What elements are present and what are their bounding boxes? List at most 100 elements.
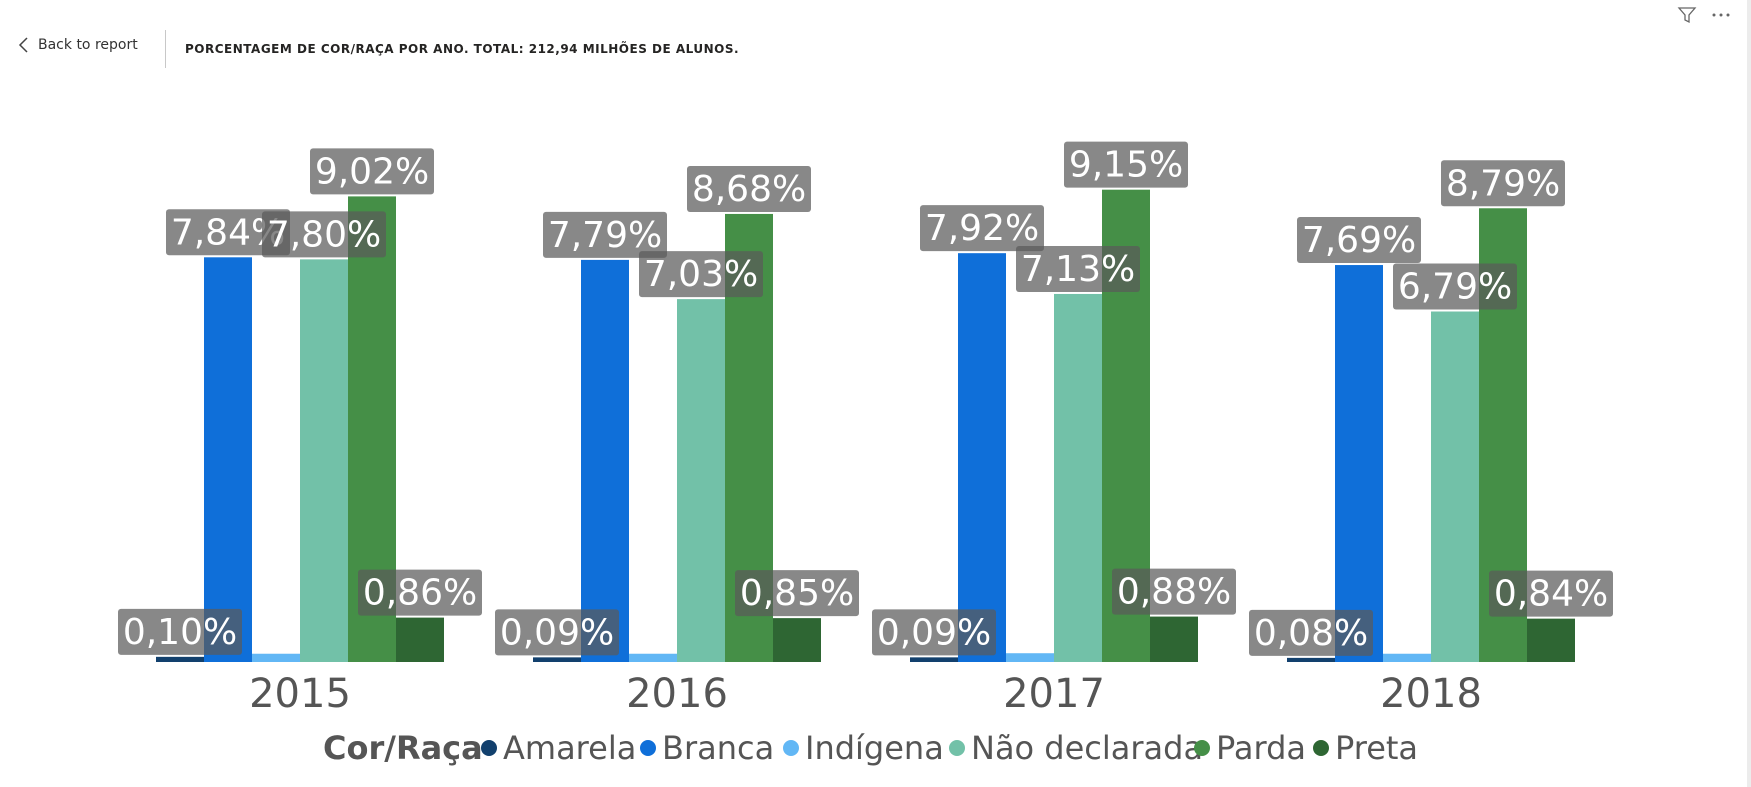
bar-branca-2016[interactable] (581, 259, 629, 662)
data-label-box (1249, 609, 1373, 656)
bar-nao-declarada-2016[interactable] (677, 299, 725, 662)
data-label-text: 0,08% (1254, 613, 1368, 654)
x-tick-label-2017: 2017 (1003, 671, 1105, 717)
data-label-text: 7,69% (1302, 220, 1416, 261)
legend-item-amarela[interactable]: Amarela (481, 729, 636, 767)
data-label-text: 0,10% (123, 612, 237, 653)
data-label-box (639, 251, 763, 298)
chevron-left-icon (18, 37, 28, 53)
bar-indigena-2017[interactable] (1006, 653, 1054, 662)
data-labels-layer: 0,10%7,84%7,80%9,02%0,86%0,09%7,79%7,03%… (118, 141, 1613, 656)
bar-nao-declarada-2015[interactable] (300, 259, 348, 662)
data-label-nao-declarada-2017: 7,13% (1016, 245, 1140, 292)
data-label-parda-2015: 9,02% (310, 148, 434, 195)
data-label-branca-2016: 7,79% (543, 211, 667, 258)
legend-marker (481, 740, 497, 756)
bars-layer (156, 189, 1575, 663)
data-label-box (1393, 263, 1517, 310)
data-label-amarela-2015: 0,10% (118, 608, 242, 655)
data-label-box (1441, 160, 1565, 207)
data-label-text: 7,79% (548, 215, 662, 256)
data-label-preta-2018: 0,84% (1489, 570, 1613, 617)
data-label-box (920, 205, 1044, 252)
legend-label: Preta (1335, 729, 1418, 767)
data-label-text: 8,68% (692, 169, 806, 210)
bar-preta-2016[interactable] (773, 618, 821, 662)
bar-nao-declarada-2017[interactable] (1054, 293, 1102, 662)
filter-icon[interactable] (1676, 4, 1698, 26)
legend-item-branca[interactable]: Branca (640, 729, 774, 767)
data-label-text: 8,79% (1446, 163, 1560, 204)
bar-preta-2015[interactable] (396, 617, 444, 662)
data-label-amarela-2017: 0,09% (872, 609, 996, 656)
data-label-box (495, 609, 619, 656)
legend-item-preta[interactable]: Preta (1313, 729, 1418, 767)
data-label-text: 7,92% (925, 208, 1039, 249)
data-label-text: 7,80% (267, 214, 381, 255)
data-label-nao-declarada-2018: 6,79% (1393, 263, 1517, 310)
legend-item-nao-declarada[interactable]: Não declarada (949, 729, 1203, 767)
legend-label: Indígena (805, 729, 944, 767)
legend-label: Parda (1216, 729, 1306, 767)
data-label-parda-2017: 9,15% (1064, 141, 1188, 188)
data-label-box (118, 608, 242, 655)
bar-branca-2017[interactable] (958, 253, 1006, 663)
bar-indigena-2015[interactable] (252, 653, 300, 662)
data-label-box (543, 211, 667, 258)
legend-marker (949, 740, 965, 756)
data-label-amarela-2016: 0,09% (495, 609, 619, 656)
header-divider (165, 30, 166, 68)
data-label-preta-2016: 0,85% (735, 570, 859, 617)
bar-nao-declarada-2018[interactable] (1431, 311, 1479, 662)
legend-title: Cor/Raça (323, 729, 483, 767)
more-options-icon[interactable] (1710, 4, 1732, 26)
legend-item-indigena[interactable]: Indígena (783, 729, 944, 767)
back-to-report-button[interactable]: Back to report (18, 36, 138, 54)
back-to-report-label: Back to report (38, 37, 138, 53)
bar-amarela-2015[interactable] (156, 656, 204, 662)
x-tick-label-2015: 2015 (249, 671, 351, 717)
legend-marker (640, 740, 656, 756)
bar-indigena-2016[interactable] (629, 653, 677, 662)
data-label-box (735, 570, 859, 617)
data-label-box (1489, 570, 1613, 617)
data-label-text: 6,79% (1398, 267, 1512, 308)
data-label-parda-2018: 8,79% (1441, 160, 1565, 207)
visual-header-icons (1676, 4, 1732, 26)
data-label-box (687, 165, 811, 212)
data-label-nao-declarada-2016: 7,03% (639, 251, 763, 298)
data-label-box (1112, 568, 1236, 615)
legend-item-parda[interactable]: Parda (1194, 729, 1306, 767)
data-label-box (1297, 217, 1421, 264)
data-label-text: 0,09% (877, 612, 991, 653)
bar-branca-2018[interactable] (1335, 265, 1383, 662)
data-label-branca-2017: 7,92% (920, 205, 1044, 252)
chart-title: PORCENTAGEM DE COR/RAÇA POR ANO. TOTAL: … (185, 42, 740, 56)
data-label-preta-2017: 0,88% (1112, 568, 1236, 615)
bar-preta-2018[interactable] (1527, 618, 1575, 662)
data-label-amarela-2018: 0,08% (1249, 609, 1373, 656)
data-label-text: 0,09% (500, 612, 614, 653)
bar-preta-2017[interactable] (1150, 616, 1198, 662)
legend-marker (783, 740, 799, 756)
bar-branca-2015[interactable] (204, 257, 252, 662)
legend-label: Não declarada (971, 729, 1203, 767)
legend-label: Amarela (503, 729, 636, 767)
data-label-text: 0,88% (1117, 572, 1231, 613)
data-label-box (262, 211, 386, 258)
data-label-text: 0,86% (363, 573, 477, 614)
bar-amarela-2016[interactable] (533, 657, 581, 662)
right-edge-border (1747, 0, 1751, 787)
bar-amarela-2018[interactable] (1287, 657, 1335, 662)
bar-amarela-2017[interactable] (910, 657, 958, 662)
data-label-preta-2015: 0,86% (358, 569, 482, 616)
data-label-box (1064, 141, 1188, 188)
data-label-text: 0,85% (740, 573, 854, 614)
legend-label: Branca (662, 729, 774, 767)
data-label-text: 7,03% (644, 254, 758, 295)
data-label-box (872, 609, 996, 656)
data-label-text: 9,15% (1069, 145, 1183, 186)
bar-indigena-2018[interactable] (1383, 653, 1431, 662)
data-label-box (166, 209, 290, 256)
